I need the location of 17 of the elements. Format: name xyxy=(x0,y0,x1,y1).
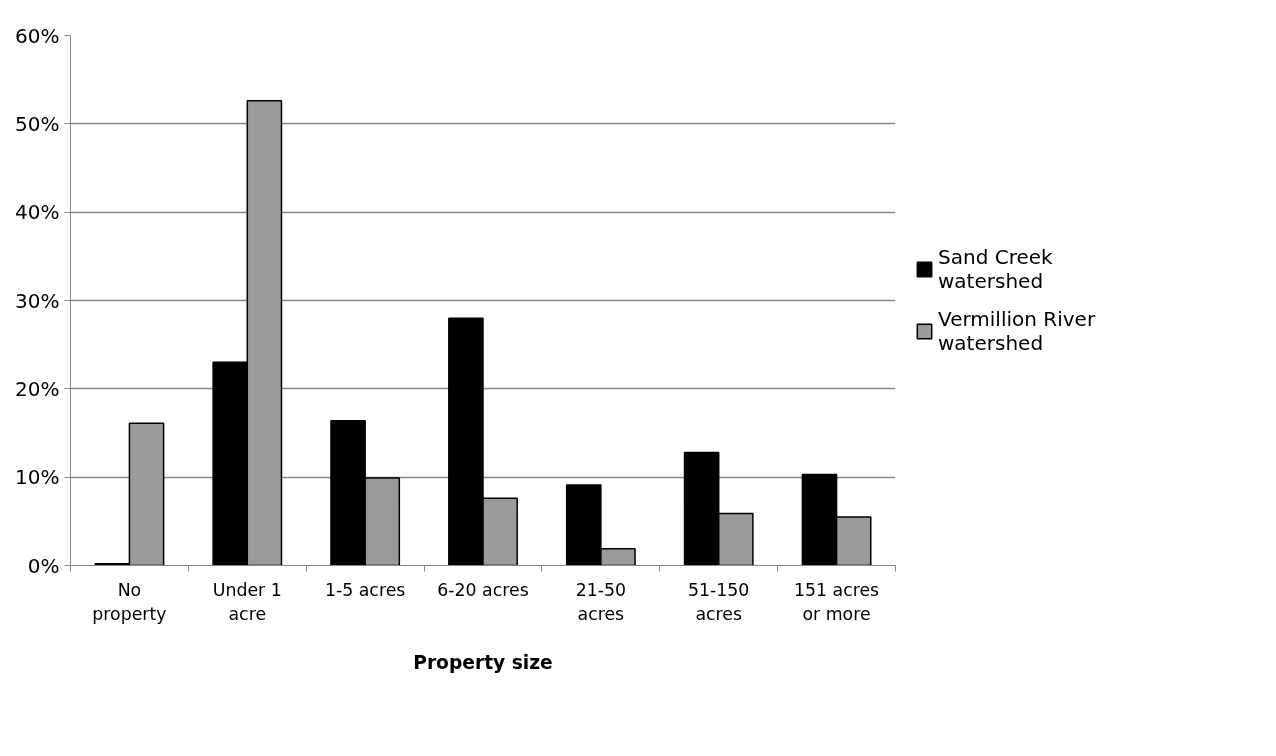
y-tick-label: 30% xyxy=(15,288,60,313)
y-tick-label: 50% xyxy=(15,111,60,136)
y-tick-label: 20% xyxy=(15,376,60,401)
x-tick-label: 6-20 acres xyxy=(437,579,529,600)
x-tick-label: 1-5 acres xyxy=(324,579,406,600)
y-tick-label: 40% xyxy=(15,200,60,225)
y-tick-label: 60% xyxy=(15,23,60,48)
x-tick-label: 51-150 acres xyxy=(688,579,750,624)
x-tick-label: 151 acres or more xyxy=(793,579,880,624)
legend-label: Vermillion River watershed xyxy=(938,307,1096,355)
y-tick-label: 0% xyxy=(27,553,60,578)
x-axis-title: Property size xyxy=(413,651,553,673)
x-tick-label: 21-50 acres xyxy=(575,579,627,624)
legend-label: Sand Creek watershed xyxy=(938,245,1053,293)
y-tick-label: 10% xyxy=(15,465,60,490)
x-tick-label: Under 1 acre xyxy=(212,579,282,624)
x-tick-label: No property xyxy=(92,579,167,624)
